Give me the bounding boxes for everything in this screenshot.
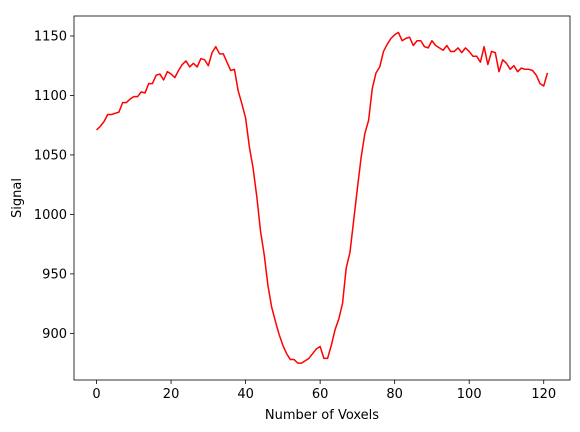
- y-tick-label: 900: [42, 327, 67, 342]
- y-tick-label: 1150: [34, 29, 67, 44]
- x-axis-ticks: 0 20 40 60 80 100 120: [92, 380, 556, 402]
- x-tick-label: 60: [312, 387, 329, 402]
- y-axis-label: Signal: [10, 178, 25, 218]
- x-tick-label: 120: [531, 387, 556, 402]
- x-tick-label: 80: [386, 387, 403, 402]
- plot-frame: [73, 15, 571, 381]
- x-tick-label: 40: [237, 387, 254, 402]
- y-tick-label: 950: [42, 267, 67, 282]
- y-axis-ticks: 900 950 1000 1050 1100 1150: [34, 29, 74, 342]
- x-tick-label: 20: [163, 387, 180, 402]
- y-tick-label: 1050: [34, 148, 67, 163]
- plot-area: [74, 16, 570, 380]
- y-tick-label: 1100: [34, 89, 67, 104]
- y-tick-label: 1000: [34, 208, 67, 223]
- x-tick-label: 100: [457, 387, 482, 402]
- signal-series-line: [96, 31, 549, 364]
- x-axis-label: Number of Voxels: [265, 408, 379, 423]
- x-tick-label: 0: [92, 387, 100, 402]
